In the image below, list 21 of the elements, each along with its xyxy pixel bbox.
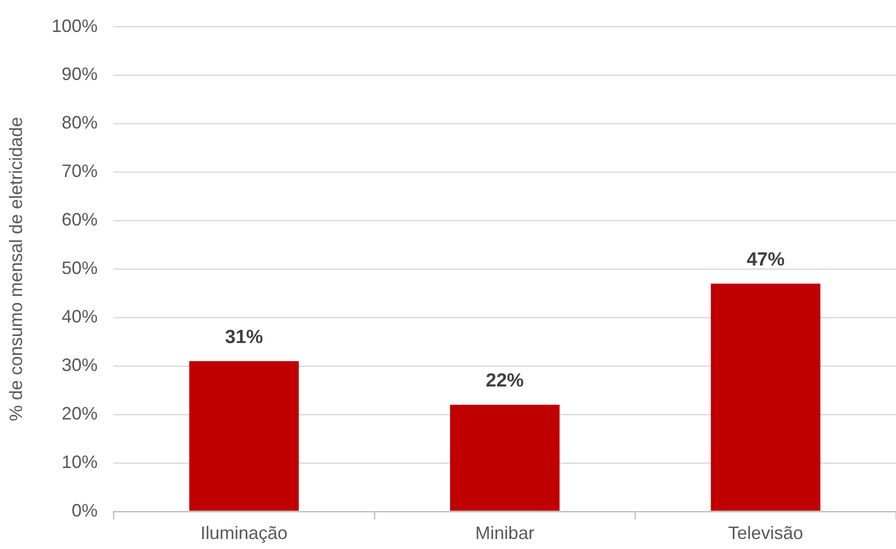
y-tick-label: 10% <box>62 452 98 472</box>
x-tick-label: Televisão <box>728 523 804 544</box>
y-tick-label: 100% <box>52 16 98 36</box>
x-tick-label: Iluminação <box>200 523 288 544</box>
data-label: 22% <box>486 370 524 392</box>
data-label: 31% <box>225 326 264 348</box>
bar <box>450 404 560 511</box>
y-tick-label: 50% <box>62 258 98 278</box>
y-tick-label: 40% <box>62 306 98 327</box>
y-tick-label: 0% <box>72 500 98 520</box>
bar <box>710 284 820 511</box>
y-tick-label: 90% <box>62 64 98 84</box>
data-label: 47% <box>746 249 785 270</box>
y-tick-label: 80% <box>62 112 98 133</box>
y-tick-label: 60% <box>62 210 98 230</box>
y-tick-label: 70% <box>62 161 98 182</box>
bar <box>189 361 299 511</box>
y-tick-label: 30% <box>62 354 98 375</box>
y-tick-label: 20% <box>62 403 98 424</box>
y-axis-title: % de consumo mensal de eletricidade <box>6 117 26 422</box>
x-tick-label: Minibar <box>475 523 534 544</box>
